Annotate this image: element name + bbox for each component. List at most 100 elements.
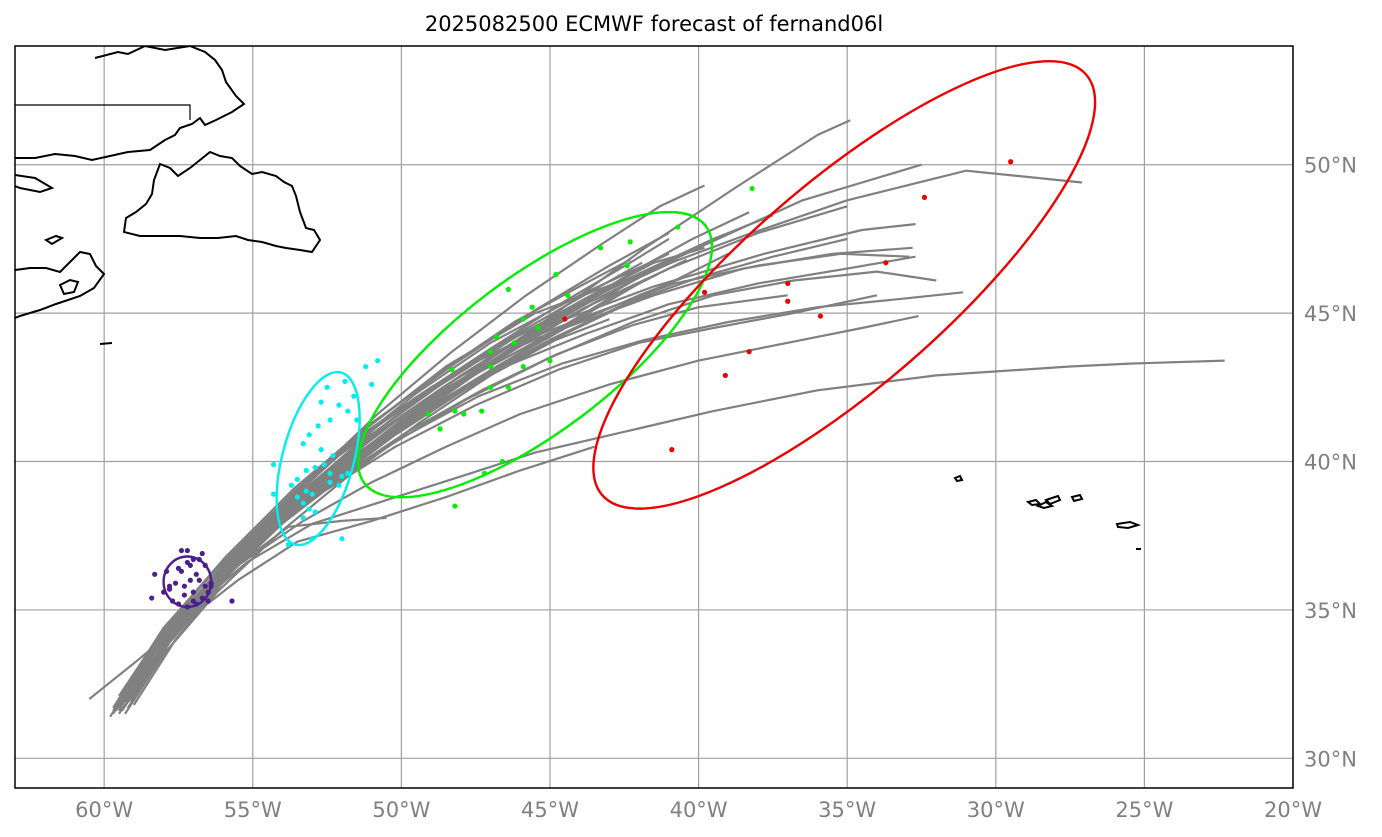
green-position-marker (479, 408, 485, 414)
ensemble-tracks (88, 119, 1225, 718)
cyan-position-marker (312, 509, 318, 515)
coastline-labrador (15, 46, 246, 162)
purple-position-marker (181, 592, 188, 598)
map-title: 2025082500 ECMWF forecast of fernand06l (424, 12, 884, 36)
cyan-position-marker (330, 452, 336, 459)
plot-background (15, 46, 1293, 788)
x-tick-label: 25°W (1115, 798, 1173, 822)
red-position-marker (701, 289, 708, 295)
cyan-position-marker (339, 536, 345, 542)
green-position-marker (487, 363, 494, 370)
coastline-azores-central-c (1044, 494, 1062, 506)
purple-position-marker (202, 583, 208, 589)
cyan-position-marker (300, 500, 306, 506)
cyan-position-marker (306, 432, 312, 438)
cyan-position-marker (300, 441, 306, 447)
x-tick-label: 30°W (967, 798, 1025, 822)
purple-position-marker (205, 598, 211, 604)
ensemble-track (124, 232, 670, 691)
cyan-position-marker (303, 488, 309, 494)
purple-position-marker (184, 559, 190, 566)
purple-position-marker (190, 589, 196, 595)
boundary-labrador-quebec (15, 104, 191, 120)
red-position-marker (669, 447, 675, 453)
cyan-position-marker (351, 393, 357, 399)
green-position-marker (520, 363, 526, 370)
cyan-position-marker (288, 482, 295, 488)
green-position-marker (487, 349, 494, 355)
ensemble-track (121, 261, 643, 700)
cyan-position-marker (374, 358, 381, 364)
red-position-marker (562, 316, 568, 322)
coastline-newfoundland (122, 150, 322, 254)
y-tick-label: 40°N (1304, 451, 1357, 475)
green-position-marker (505, 384, 511, 390)
green-position-marker (452, 503, 458, 509)
green-uncertainty-ellipse (357, 210, 714, 499)
cyan-position-marker (327, 470, 333, 476)
x-tick-label: 50°W (372, 798, 430, 822)
x-tick-label: 60°W (75, 798, 133, 822)
purple-position-marker (229, 598, 235, 604)
red-position-marker (746, 349, 752, 355)
x-tick-label: 45°W (521, 798, 579, 822)
cyan-position-marker (300, 515, 306, 521)
green-position-marker (547, 358, 553, 364)
purple-position-marker (152, 571, 158, 577)
cyan-position-marker (324, 384, 330, 390)
green-position-marker (520, 316, 526, 322)
coastline-azores-sao-miguel (1115, 520, 1142, 530)
coastlines (15, 46, 1142, 550)
red-position-marker (921, 194, 928, 200)
ensemble-track (115, 237, 670, 709)
coastline-nova-scotia (15, 250, 106, 319)
ensemble-track (124, 318, 610, 715)
purple-position-marker (149, 595, 155, 601)
x-tick-label: 35°W (818, 798, 876, 822)
red-position-marker (722, 372, 728, 379)
green-position-marker (452, 408, 458, 414)
coastline-azores-central-b (1035, 500, 1055, 510)
green-position-marker (529, 304, 535, 310)
green-position-marker (535, 325, 541, 331)
cyan-position-marker (345, 470, 351, 476)
cyan-position-marker (354, 417, 360, 423)
green-position-marker (499, 458, 506, 465)
cyan-position-marker (369, 381, 375, 387)
cyan-position-marker (318, 447, 324, 453)
cyan-position-marker (294, 494, 300, 500)
cyan-position-marker (363, 363, 369, 370)
green-position-marker (675, 224, 681, 230)
plot-frame (14, 45, 1294, 789)
cyan-position-marker (303, 467, 309, 474)
green-position-marker (449, 366, 455, 373)
ensemble-track (126, 276, 685, 709)
cyan-position-marker (315, 423, 321, 429)
purple-position-marker (178, 547, 185, 554)
green-position-marker (627, 239, 633, 245)
cyan-position-marker (321, 461, 327, 468)
x-tick-label: 40°W (670, 798, 728, 822)
axis-ticks: 60°W 55°W 50°W 45°W 40°W 35°W 30°W 25°W 20°W 30°N… (75, 154, 1357, 822)
coastline-azores-terceira (1070, 493, 1084, 503)
red-position-marker (785, 280, 791, 287)
green-position-marker (511, 340, 517, 346)
coastline-pei (43, 234, 65, 246)
green-position-marker (553, 271, 559, 278)
purple-position-marker (172, 580, 179, 586)
ensemble-track (132, 270, 652, 706)
coastline-sable-island (99, 342, 113, 345)
coastline-cape-breton (58, 278, 80, 296)
y-tick-label: 45°N (1304, 302, 1357, 326)
red-position-marker (1008, 159, 1014, 165)
green-position-marker (493, 334, 500, 340)
red-position-marker (785, 298, 791, 304)
cyan-uncertainty-ellipse (275, 370, 361, 547)
green-position-marker (487, 384, 494, 390)
cyan-position-marker (294, 476, 300, 482)
purple-position-marker (196, 577, 202, 583)
red-position-marker (883, 260, 889, 266)
green-position-marker (425, 411, 431, 417)
cyan-position-marker (306, 506, 312, 512)
purple-position-marker (184, 547, 190, 554)
